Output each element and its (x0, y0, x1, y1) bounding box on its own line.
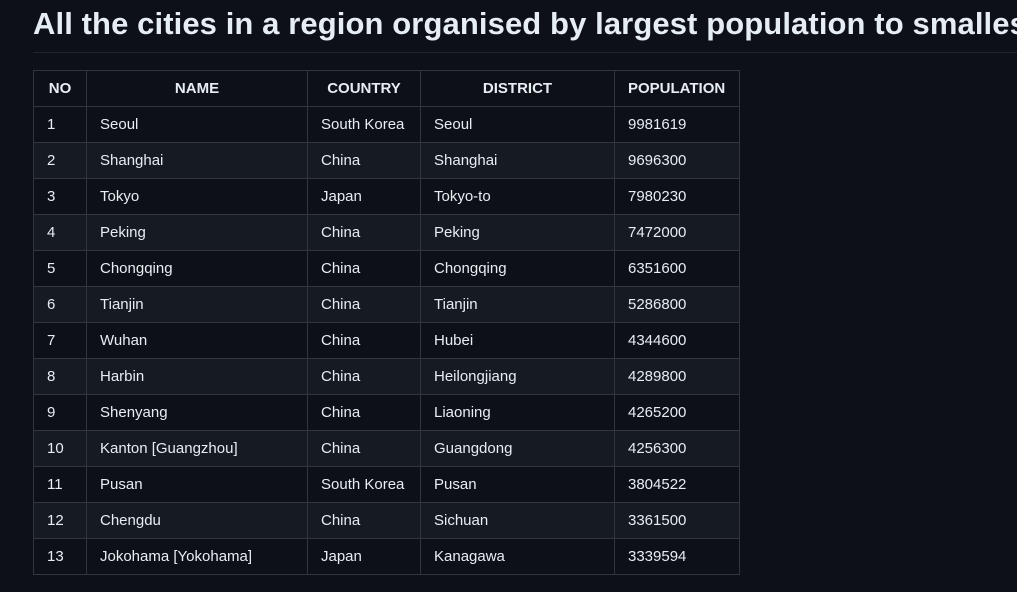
cell-name: Shenyang (86, 394, 308, 431)
cell-name: Seoul (86, 106, 308, 143)
cell-country: Japan (307, 178, 421, 215)
cell-no: 2 (33, 142, 87, 179)
header-name: NAME (86, 70, 308, 107)
cell-district: Heilongjiang (420, 358, 615, 395)
cell-population: 7980230 (614, 178, 740, 215)
cell-population: 3361500 (614, 502, 740, 539)
header-population: POPULATION (614, 70, 740, 107)
cell-name: Pusan (86, 466, 308, 503)
cell-population: 9696300 (614, 142, 740, 179)
cell-country: China (307, 250, 421, 287)
cell-name: Chongqing (86, 250, 308, 287)
table-body: 1 Seoul South Korea Seoul 9981619 2 Shanghai Ch… (33, 106, 740, 575)
table-row: 8 Harbin China Heilongjiang 4289800 (33, 358, 740, 395)
cell-district: Chongqing (420, 250, 615, 287)
cell-population: 9981619 (614, 106, 740, 143)
header-no: NO (33, 70, 87, 107)
header-country: COUNTRY (307, 70, 421, 107)
cell-district: Kanagawa (420, 538, 615, 575)
cell-population: 3804522 (614, 466, 740, 503)
cell-population: 5286800 (614, 286, 740, 323)
cell-name: Chengdu (86, 502, 308, 539)
cell-population: 4344600 (614, 322, 740, 359)
cell-country: China (307, 502, 421, 539)
table-row: 6 Tianjin China Tianjin 5286800 (33, 286, 740, 323)
cell-district: Hubei (420, 322, 615, 359)
cell-name: Tianjin (86, 286, 308, 323)
table-row: 12 Chengdu China Sichuan 3361500 (33, 502, 740, 539)
cell-no: 8 (33, 358, 87, 395)
cell-country: China (307, 394, 421, 431)
cell-district: Tokyo-to (420, 178, 615, 215)
cell-country: China (307, 142, 421, 179)
table-row: 1 Seoul South Korea Seoul 9981619 (33, 106, 740, 143)
cell-country: Japan (307, 538, 421, 575)
table-row: 13 Jokohama [Yokohama] Japan Kanagawa 333959… (33, 538, 740, 575)
cell-country: China (307, 430, 421, 467)
table-row: 7 Wuhan China Hubei 4344600 (33, 322, 740, 359)
cell-name: Jokohama [Yokohama] (86, 538, 308, 575)
cell-no: 10 (33, 430, 87, 467)
table-row: 4 Peking China Peking 7472000 (33, 214, 740, 251)
cell-district: Peking (420, 214, 615, 251)
cell-name: Harbin (86, 358, 308, 395)
cell-country: China (307, 322, 421, 359)
cell-no: 6 (33, 286, 87, 323)
cell-no: 9 (33, 394, 87, 431)
cell-no: 3 (33, 178, 87, 215)
cell-name: Shanghai (86, 142, 308, 179)
cell-name: Kanton [Guangzhou] (86, 430, 308, 467)
cell-district: Sichuan (420, 502, 615, 539)
cell-district: Liaoning (420, 394, 615, 431)
cell-no: 12 (33, 502, 87, 539)
cell-no: 5 (33, 250, 87, 287)
cell-district: Tianjin (420, 286, 615, 323)
cell-no: 4 (33, 214, 87, 251)
cell-population: 4289800 (614, 358, 740, 395)
cell-population: 4256300 (614, 430, 740, 467)
cell-district: Pusan (420, 466, 615, 503)
cell-population: 3339594 (614, 538, 740, 575)
table-row: 2 Shanghai China Shanghai 9696300 (33, 142, 740, 179)
cell-name: Wuhan (86, 322, 308, 359)
cell-population: 4265200 (614, 394, 740, 431)
page-title: All the cities in a region organised by … (33, 6, 1017, 41)
cell-name: Peking (86, 214, 308, 251)
table-row: 11 Pusan South Korea Pusan 3804522 (33, 466, 740, 503)
cell-country: South Korea (307, 466, 421, 503)
cell-country: China (307, 358, 421, 395)
cell-no: 7 (33, 322, 87, 359)
cell-no: 1 (33, 106, 87, 143)
cell-population: 7472000 (614, 214, 740, 251)
cell-population: 6351600 (614, 250, 740, 287)
cell-country: China (307, 214, 421, 251)
table-row: 10 Kanton [Guangzhou] China Guangdong 425630… (33, 430, 740, 467)
cell-country: China (307, 286, 421, 323)
table-row: 9 Shenyang China Liaoning 4265200 (33, 394, 740, 431)
header-district: DISTRICT (420, 70, 615, 107)
cell-no: 13 (33, 538, 87, 575)
cities-table: NO NAME COUNTRY DISTRICT POPULATION 1 Seo… (33, 70, 740, 575)
cell-district: Seoul (420, 106, 615, 143)
cell-name: Tokyo (86, 178, 308, 215)
title-container: All the cities in a region organised by … (33, 0, 1017, 53)
cell-country: South Korea (307, 106, 421, 143)
table-header-row: NO NAME COUNTRY DISTRICT POPULATION (33, 70, 740, 107)
cell-district: Shanghai (420, 142, 615, 179)
table-row: 5 Chongqing China Chongqing 6351600 (33, 250, 740, 287)
cell-no: 11 (33, 466, 87, 503)
table-row: 3 Tokyo Japan Tokyo-to 7980230 (33, 178, 740, 215)
cell-district: Guangdong (420, 430, 615, 467)
